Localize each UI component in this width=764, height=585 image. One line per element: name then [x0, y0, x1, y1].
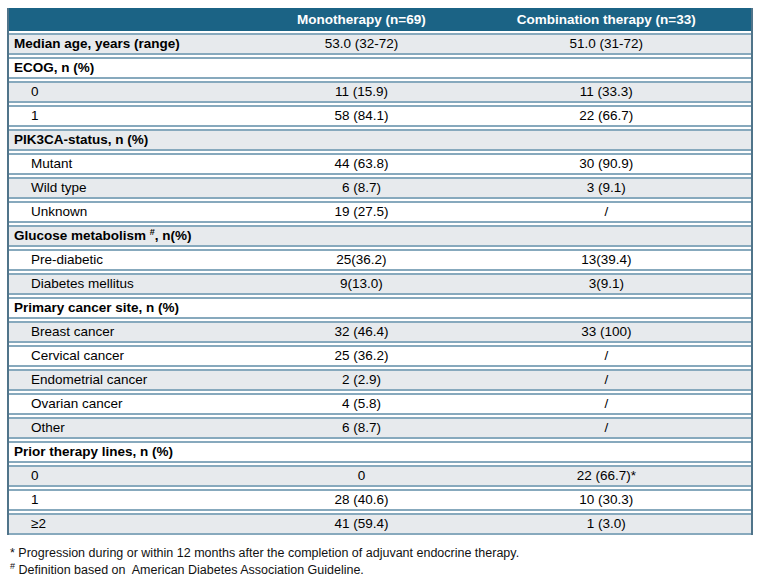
table-row: Other6 (8.7)/ [9, 417, 751, 439]
table-row: Cervical cancer25 (36.2)/ [9, 345, 751, 367]
row-label: 0 [9, 83, 261, 101]
combination-value: / [462, 419, 751, 437]
table-row: Pre-diabetic25(36.2)13(39.4) [9, 249, 751, 271]
table-header-row: Monotherapy (n=69) Combination therapy (… [9, 8, 751, 31]
row-label: PIK3CA-status, n (%) [9, 131, 751, 149]
table-row: 128 (40.6)10 (30.3) [9, 489, 751, 511]
combination-value: 11 (33.3) [462, 83, 751, 101]
table-row: Prior therapy lines, n (%) [9, 441, 751, 463]
monotherapy-value: 2 (2.9) [261, 371, 461, 389]
row-label: Median age, years (range) [9, 35, 261, 53]
monotherapy-value: 25(36.2) [261, 251, 461, 269]
combination-value: / [462, 395, 751, 413]
table-row: Glucose metabolism #, n(%) [9, 225, 751, 247]
combination-value: / [462, 347, 751, 365]
monotherapy-value: 9(13.0) [261, 275, 461, 293]
monotherapy-value: 0 [261, 467, 461, 485]
footnote-marker: * [10, 546, 15, 560]
footnote-line: * Progression during or within 12 months… [10, 545, 519, 562]
header-monotherapy: Monotherapy (n=69) [261, 8, 461, 31]
monotherapy-value: 6 (8.7) [261, 419, 461, 437]
combination-value: 10 (30.3) [462, 491, 751, 509]
header-combination-therapy: Combination therapy (n=33) [462, 8, 751, 31]
combination-value: 22 (66.7)* [462, 467, 751, 485]
combination-value: 33 (100) [462, 323, 751, 341]
footnote-text: Progression during or within 12 months a… [18, 546, 519, 560]
row-label: Breast cancer [9, 323, 261, 341]
table-row: Unknown19 (27.5)/ [9, 201, 751, 223]
table-row: Endometrial cancer2 (2.9)/ [9, 369, 751, 391]
row-label: 0 [9, 467, 261, 485]
monotherapy-value: 6 (8.7) [261, 179, 461, 197]
patient-characteristics-table: Monotherapy (n=69) Combination therapy (… [7, 8, 753, 535]
table-row: 158 (84.1)22 (66.7) [9, 105, 751, 127]
table-row: 0022 (66.7)* [9, 465, 751, 487]
footnote-marker: # [10, 561, 15, 571]
table-row: Primary cancer site, n (%) [9, 297, 751, 319]
row-label: Pre-diabetic [9, 251, 261, 269]
combination-value: 22 (66.7) [462, 107, 751, 125]
row-label: Unknown [9, 203, 261, 221]
monotherapy-value: 44 (63.8) [261, 155, 461, 173]
table-row: Diabetes mellitus9(13.0)3(9.1) [9, 273, 751, 295]
combination-value: 3(9.1) [462, 275, 751, 293]
row-label: 1 [9, 107, 261, 125]
monotherapy-value: 19 (27.5) [261, 203, 461, 221]
combination-value: 30 (90.9) [462, 155, 751, 173]
table-row: ECOG, n (%) [9, 57, 751, 79]
row-label: 1 [9, 491, 261, 509]
combination-value: / [462, 203, 751, 221]
monotherapy-value: 32 (46.4) [261, 323, 461, 341]
footnote-text: Definition based on American Diabetes As… [19, 563, 364, 577]
table-body: Median age, years (range)53.0 (32-72)51.… [9, 33, 751, 535]
row-label: Prior therapy lines, n (%) [9, 443, 751, 461]
table-row: Mutant44 (63.8)30 (90.9) [9, 153, 751, 175]
table-row: 011 (15.9)11 (33.3) [9, 81, 751, 103]
combination-value: 3 (9.1) [462, 179, 751, 197]
row-label: Cervical cancer [9, 347, 261, 365]
table-row: PIK3CA-status, n (%) [9, 129, 751, 151]
combination-value: 51.0 (31-72) [462, 35, 751, 53]
table-row: Median age, years (range)53.0 (32-72)51.… [9, 33, 751, 55]
row-label: Ovarian cancer [9, 395, 261, 413]
monotherapy-value: 41 (59.4) [261, 515, 461, 533]
row-label: Other [9, 419, 261, 437]
footnotes: * Progression during or within 12 months… [10, 545, 519, 579]
row-label: Wild type [9, 179, 261, 197]
monotherapy-value: 58 (84.1) [261, 107, 461, 125]
row-label: Glucose metabolism #, n(%) [9, 227, 751, 245]
row-label: Mutant [9, 155, 261, 173]
row-label: ≥2 [9, 515, 261, 533]
combination-value: 1 (3.0) [462, 515, 751, 533]
monotherapy-value: 4 (5.8) [261, 395, 461, 413]
combination-value: 13(39.4) [462, 251, 751, 269]
table-row: Ovarian cancer4 (5.8)/ [9, 393, 751, 415]
row-label: Primary cancer site, n (%) [9, 299, 751, 317]
monotherapy-value: 53.0 (32-72) [261, 35, 461, 53]
table-row: Wild type6 (8.7)3 (9.1) [9, 177, 751, 199]
footnote-line: # Definition based on American Diabetes … [10, 562, 519, 579]
table-row: Breast cancer32 (46.4)33 (100) [9, 321, 751, 343]
combination-value: / [462, 371, 751, 389]
row-label: Diabetes mellitus [9, 275, 261, 293]
hash-superscript: # [150, 227, 155, 237]
table-row: ≥241 (59.4)1 (3.0) [9, 513, 751, 535]
header-empty-cell [9, 8, 261, 31]
row-label: ECOG, n (%) [9, 59, 751, 77]
monotherapy-value: 25 (36.2) [261, 347, 461, 365]
monotherapy-value: 11 (15.9) [261, 83, 461, 101]
row-label: Endometrial cancer [9, 371, 261, 389]
monotherapy-value: 28 (40.6) [261, 491, 461, 509]
